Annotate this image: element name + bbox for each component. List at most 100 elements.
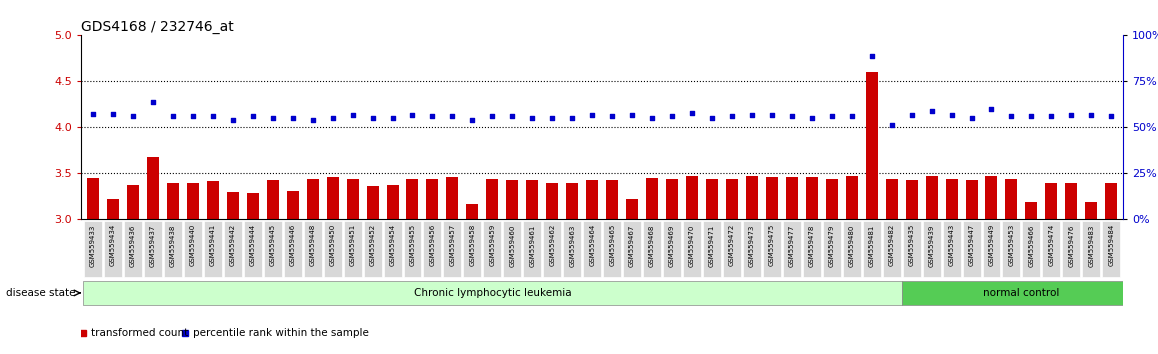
Text: GSM559444: GSM559444 (250, 224, 256, 266)
Text: GSM559472: GSM559472 (728, 224, 735, 267)
Bar (626, 199, 638, 219)
Point (1002, 114, 1020, 119)
Text: GSM559475: GSM559475 (769, 224, 775, 267)
Point (683, 110, 702, 115)
FancyBboxPatch shape (763, 221, 780, 277)
Point (703, 115, 721, 121)
Point (243, 114, 262, 119)
Text: GSM559440: GSM559440 (190, 224, 196, 267)
Point (444, 114, 462, 119)
Bar (287, 191, 299, 219)
Point (582, 112, 601, 118)
Point (284, 115, 302, 121)
Text: percentile rank within the sample: percentile rank within the sample (193, 328, 369, 338)
FancyBboxPatch shape (1003, 221, 1020, 277)
Text: Chronic lymphocytic leukemia: Chronic lymphocytic leukemia (413, 288, 571, 298)
Bar (606, 180, 618, 219)
FancyBboxPatch shape (284, 221, 302, 277)
Bar (566, 183, 578, 219)
Point (623, 112, 642, 118)
Bar (765, 177, 778, 219)
FancyBboxPatch shape (863, 221, 881, 277)
Point (104, 111, 123, 116)
Text: GSM559445: GSM559445 (270, 224, 276, 266)
Text: GSM559433: GSM559433 (90, 224, 96, 267)
Text: GSM559473: GSM559473 (749, 224, 755, 267)
FancyBboxPatch shape (743, 221, 761, 277)
Bar (786, 177, 798, 219)
Bar (486, 179, 498, 219)
Point (463, 117, 482, 123)
Text: normal control: normal control (983, 288, 1060, 298)
Text: GSM559456: GSM559456 (430, 224, 435, 267)
FancyBboxPatch shape (783, 221, 801, 277)
Bar (1046, 183, 1057, 219)
Bar (247, 193, 258, 219)
FancyBboxPatch shape (823, 221, 841, 277)
FancyBboxPatch shape (902, 281, 1142, 305)
FancyBboxPatch shape (962, 221, 981, 277)
Point (603, 114, 622, 119)
Bar (886, 179, 897, 219)
Text: GSM559441: GSM559441 (210, 224, 215, 267)
Bar (1005, 179, 1018, 219)
Bar (866, 72, 878, 219)
Point (523, 115, 542, 121)
Bar (686, 176, 698, 219)
Point (1062, 112, 1080, 118)
FancyBboxPatch shape (563, 221, 581, 277)
Point (543, 115, 562, 121)
FancyBboxPatch shape (843, 221, 860, 277)
Bar (307, 179, 318, 219)
Point (184, 114, 203, 119)
Text: GSM559446: GSM559446 (290, 224, 295, 267)
FancyBboxPatch shape (603, 221, 621, 277)
FancyBboxPatch shape (403, 221, 422, 277)
Bar (586, 180, 599, 219)
Text: GDS4168 / 232746_at: GDS4168 / 232746_at (81, 21, 234, 34)
Text: GSM559463: GSM559463 (570, 224, 576, 267)
FancyBboxPatch shape (104, 221, 122, 277)
Text: GSM559465: GSM559465 (609, 224, 615, 267)
Text: GSM559483: GSM559483 (1089, 224, 1094, 267)
Point (822, 114, 841, 119)
Bar (426, 179, 439, 219)
Bar (906, 180, 917, 219)
FancyBboxPatch shape (1083, 221, 1100, 277)
Text: GSM559476: GSM559476 (1069, 224, 1075, 267)
Text: GSM559477: GSM559477 (789, 224, 794, 267)
Bar (506, 180, 519, 219)
FancyBboxPatch shape (1023, 221, 1040, 277)
FancyBboxPatch shape (543, 221, 562, 277)
Bar (147, 157, 159, 219)
Text: GSM559466: GSM559466 (1028, 224, 1034, 267)
Text: GSM559451: GSM559451 (350, 224, 356, 267)
Text: GSM559468: GSM559468 (650, 224, 655, 267)
FancyBboxPatch shape (264, 221, 281, 277)
Text: GSM559471: GSM559471 (709, 224, 714, 267)
Point (902, 112, 921, 118)
Bar (266, 180, 279, 219)
Bar (826, 179, 837, 219)
Point (383, 115, 402, 121)
Text: GSM559439: GSM559439 (929, 224, 935, 267)
FancyBboxPatch shape (323, 221, 342, 277)
Point (223, 117, 242, 123)
Text: GSM559442: GSM559442 (229, 224, 236, 266)
Text: GSM559457: GSM559457 (449, 224, 455, 267)
Point (303, 117, 322, 123)
Point (483, 114, 501, 119)
Point (423, 114, 441, 119)
Text: GSM559449: GSM559449 (989, 224, 995, 267)
FancyBboxPatch shape (444, 221, 461, 277)
FancyBboxPatch shape (364, 221, 381, 277)
Text: GSM559436: GSM559436 (130, 224, 135, 267)
Text: GSM559469: GSM559469 (669, 224, 675, 267)
Point (662, 114, 681, 119)
Bar (1105, 183, 1117, 219)
Bar (1065, 183, 1077, 219)
Point (982, 106, 1001, 112)
Bar (726, 179, 738, 219)
Bar (367, 186, 379, 219)
Point (83, 111, 102, 116)
